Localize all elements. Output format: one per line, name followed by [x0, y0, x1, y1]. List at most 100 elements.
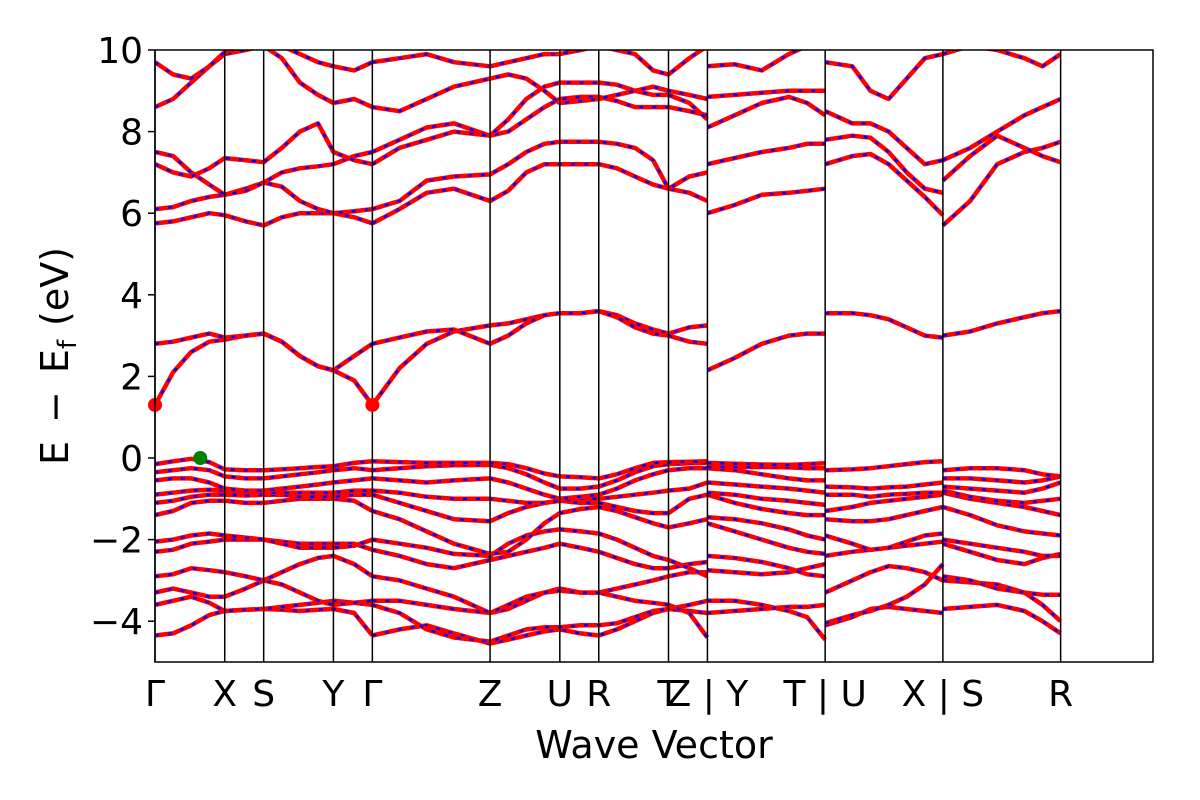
band-up-s2-b4: [706, 521, 826, 557]
x-tick-label-5: Z: [478, 674, 503, 715]
band-up-s2-b16: [707, 88, 826, 100]
x-tick-label-8: T: [656, 674, 680, 715]
band-up-s2-b11: [707, 460, 826, 468]
band-up-s3-b2: [824, 563, 944, 595]
vbm-marker: [193, 451, 208, 465]
bands-layer: [155, 50, 1063, 646]
band-up-s1-b7: [371, 492, 708, 524]
band-up-s1-b12: [370, 308, 708, 407]
x-tick-label-0: Γ: [145, 674, 165, 715]
band-down-s4-b0: [942, 603, 1062, 635]
plot-frame: [154, 49, 1154, 663]
band-down-s3-b6: [825, 493, 944, 513]
band-down-s3-b5: [825, 505, 944, 523]
band-down-s2-b9: [707, 466, 826, 482]
band-down-s4-b6: [942, 491, 1061, 517]
band-down-s4-b2: [942, 575, 1061, 596]
x-tick-label-11: X | S: [902, 674, 985, 715]
band-down-s3-b14: [825, 52, 944, 101]
band-up-s1-b13: [371, 308, 708, 347]
band-down-s3-b4: [824, 532, 944, 552]
band-down-s4-b10: [942, 466, 1061, 478]
band-down-s2-b13: [707, 187, 826, 215]
band-up-s4-b11: [942, 308, 1061, 338]
band-up-s4-b1: [942, 578, 1063, 623]
band-down-s3-b7: [825, 491, 943, 499]
band-down-s3-b3: [825, 540, 944, 558]
y-tick-label-3: 2: [120, 357, 143, 398]
band-down-s2-b3: [707, 554, 826, 578]
x-tick-label-12: R: [1048, 674, 1073, 715]
band-down-s4-b15: [942, 50, 1062, 68]
cbm-marker-1: [365, 397, 380, 412]
band-down-s3-b10: [825, 311, 944, 339]
band-down-s3-b8: [825, 481, 944, 490]
band-up-s3-b9: [825, 459, 943, 473]
band-down-s1-b0: [372, 599, 708, 645]
y-tick-label-5: 6: [120, 194, 143, 235]
x-tick-label-2: S: [252, 674, 275, 715]
y-axis-ticks: −4 −2 0 2 4 6 8 10: [90, 31, 155, 643]
x-tick-label-6: U: [547, 674, 573, 715]
band-up-s2-b15: [706, 94, 827, 130]
band-down-s1-b12: [371, 309, 708, 406]
band-down-s1-b18: [372, 73, 708, 113]
band-up-s1-b10: [372, 460, 708, 491]
band-down-s2-b16: [707, 89, 826, 99]
band-down-s2-b1: [707, 603, 826, 615]
band-up-s4-b13: [941, 133, 1062, 183]
x-tick-label-1: X: [212, 674, 237, 715]
x-tick-label-9: Z | Y: [667, 674, 750, 715]
band-down-s4-b11: [942, 309, 1061, 337]
band-down-s2-b14: [707, 142, 826, 166]
band-up-s2-b12: [706, 331, 826, 373]
band-down-s1-b11: [372, 460, 708, 480]
band-down-s4-b8: [942, 481, 1061, 494]
band-up-s1-b14: [371, 161, 709, 226]
band-up-s3-b10: [825, 310, 944, 340]
band-down-s4-b5: [942, 505, 1061, 537]
band-down-s1-b8: [372, 481, 708, 505]
band-up-s2-b10: [707, 464, 826, 471]
extrema-markers: [148, 397, 380, 465]
band-down-s2-b7: [707, 491, 826, 507]
band-down-s2-b5: [707, 515, 826, 541]
band-down-s2-b8: [707, 481, 826, 494]
band-up-s2-b14: [706, 141, 826, 167]
y-axis-label: E−Ef(eV): [33, 247, 83, 465]
y-tick-label-1: −2: [90, 521, 143, 562]
band-down-s2-b10: [707, 465, 826, 470]
band-up-s2-b13: [706, 186, 826, 216]
band-down-s1-b17: [371, 81, 709, 166]
band-down-s4-b7: [942, 489, 1061, 505]
band-down-s3-b2: [824, 564, 944, 594]
x-tick-label-4: Γ: [362, 674, 382, 715]
y-tick-label-2: 0: [120, 439, 143, 480]
y-tick-label-6: 8: [120, 113, 143, 154]
band-up-s1-b1: [371, 602, 708, 644]
band-up-s3-b8: [825, 480, 944, 491]
x-axis-label: Wave Vector: [535, 723, 773, 767]
band-down-s1-b15: [372, 140, 708, 211]
band-up-s4-b15: [942, 50, 1062, 69]
y-tick-label-7: 10: [97, 31, 143, 72]
band-up-s4-b10: [942, 465, 1061, 479]
band-up-s1-b15: [371, 139, 708, 212]
x-tick-label-3: Y: [321, 674, 345, 715]
x-tick-label-10: T | U: [782, 674, 866, 715]
band-up-s4-b9: [942, 474, 1062, 485]
band-down-s2-b6: [707, 493, 826, 517]
y-tick-label-0: −4: [90, 602, 143, 643]
band-down-s4-b4: [942, 538, 1061, 558]
band-up-s1-b0: [371, 598, 708, 646]
band-down-s3-b11: [825, 134, 944, 195]
y-tick-label-4: 4: [120, 276, 143, 317]
band-down-s4-b9: [942, 475, 1061, 484]
band-up-s2-b8: [707, 480, 826, 495]
band-down-s2-b4: [707, 522, 826, 556]
band-up-s2-b17: [707, 50, 804, 73]
band-down-s3-b13: [824, 110, 944, 166]
band-down-s2-b2: [707, 562, 826, 576]
